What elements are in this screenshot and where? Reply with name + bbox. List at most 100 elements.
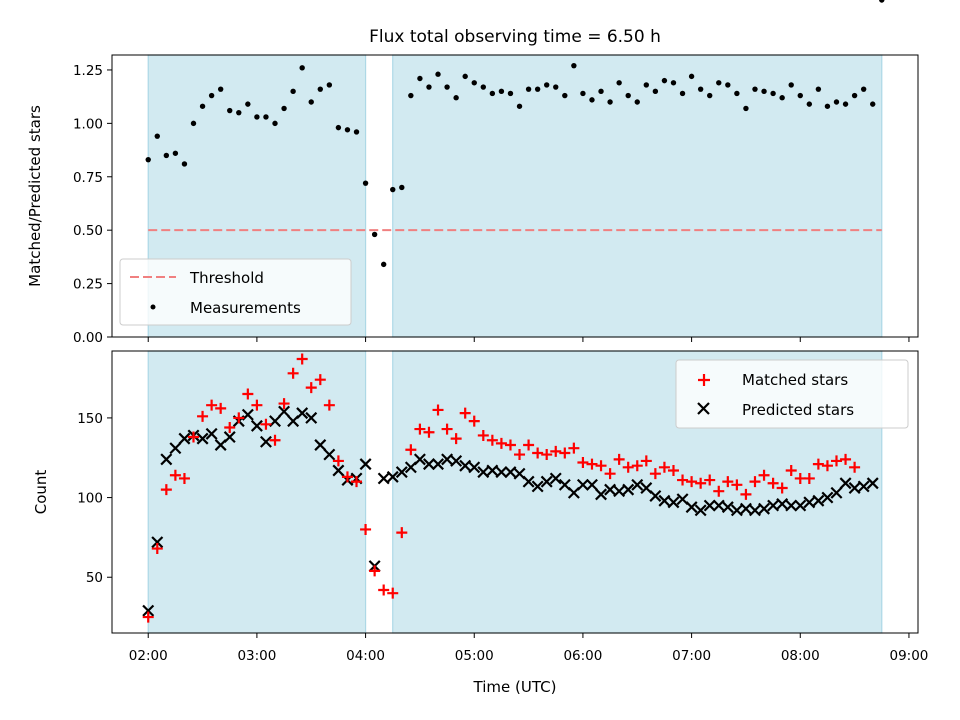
matched-star-marker (840, 453, 852, 465)
x-axis-label: Time (UTC) (473, 678, 557, 696)
predicted-star-marker (160, 453, 173, 466)
measurement-point (272, 120, 278, 127)
top-y-tick-label: 1.25 (73, 63, 103, 79)
measurement-point (417, 75, 423, 82)
matched-star-marker (849, 461, 861, 473)
measurement-point (353, 129, 360, 135)
matched-star-marker (749, 476, 761, 488)
predicted-star-marker (169, 442, 182, 455)
predicted-star-marker (649, 490, 662, 502)
x-tick-label: 03:00 (237, 648, 276, 664)
measurement-point (489, 90, 496, 97)
predicted-star-marker (377, 472, 390, 485)
measurement-point (562, 92, 568, 99)
measurement-point (435, 71, 441, 77)
measurement-point (317, 86, 323, 92)
matched-star-marker (441, 423, 453, 435)
matched-star-marker (224, 421, 236, 433)
top-legend-box (119, 258, 352, 326)
predicted-star-marker (504, 466, 517, 479)
matched-star-marker (821, 460, 833, 472)
measurement-point (652, 88, 659, 95)
predicted-star-marker (631, 478, 644, 491)
matched-star-marker (550, 445, 562, 457)
matched-star-marker (169, 469, 181, 481)
top-y-tick-label: 1.00 (73, 116, 103, 132)
x-tick-label: 09:00 (889, 648, 928, 664)
matched-star-marker (142, 611, 154, 623)
matched-star-marker (369, 565, 381, 577)
measurement-point (870, 101, 876, 107)
bottom-y-tick-label: 100 (77, 491, 103, 507)
matched-star-marker (242, 388, 254, 400)
predicted-star-marker (694, 504, 707, 517)
matched-star-marker (658, 461, 670, 473)
measurement-point (815, 86, 822, 92)
matched-star-marker (541, 449, 553, 461)
predicted-star-marker (712, 499, 725, 512)
measurement-point (534, 86, 541, 92)
measurement-point (679, 90, 686, 97)
matched-star-marker (695, 477, 707, 489)
threshold-legend-label: Threshold (189, 269, 264, 287)
measurement-point (842, 101, 849, 107)
matched-star-marker (341, 471, 353, 483)
matched-star-marker (604, 468, 616, 480)
measurement-points (145, 0, 885, 268)
top-legend: Threshold Measurements (119, 258, 352, 326)
measurement-point (743, 105, 749, 112)
predicted-star-marker (749, 504, 761, 517)
measurement-point (227, 107, 233, 114)
predicted-star-marker (721, 501, 734, 514)
matched-star-marker (785, 464, 797, 476)
bottom-x-axis-ticks: 02:00 03:00 04:00 05:00 06:00 07:00 08:00 09:00 (129, 633, 928, 664)
measurement-point (824, 103, 831, 109)
matched-star-marker (287, 367, 299, 379)
predicted-star-marker (151, 536, 164, 549)
matched-star-marker (197, 410, 209, 422)
top-y-axis-label: Matched/Predicted stars (26, 105, 44, 287)
predicted-star-marker (205, 427, 218, 440)
measurement-point (462, 73, 468, 80)
predicted-star-marker (730, 504, 743, 517)
matched-star-marker (667, 464, 679, 476)
matched-star-marker (649, 468, 661, 480)
matched-star-marker (613, 453, 625, 465)
top-y-axis-ticks: 0.00 0.25 0.50 0.75 1.00 1.25 (73, 63, 112, 346)
predicted-star-marker (395, 466, 408, 479)
top-y-tick-label: 0.00 (73, 330, 103, 346)
x-tick-label: 08:00 (781, 648, 820, 664)
measurement-point (598, 88, 604, 95)
measurement-point (172, 150, 179, 156)
bottom-legend-box (675, 359, 909, 429)
measurement-point (290, 88, 296, 95)
measurement-point (199, 103, 206, 109)
predicted-legend-label: Predicted stars (742, 401, 854, 419)
measurement-point (643, 82, 650, 88)
measurement-point (453, 95, 459, 101)
predicted-star-marker (549, 472, 562, 485)
measurement-point (625, 92, 631, 99)
matched-star-marker (722, 476, 734, 488)
predicted-star-marker (323, 448, 336, 461)
matched-star-marker (305, 382, 317, 394)
measurement-point (181, 161, 188, 167)
predicted-star-marker (477, 466, 490, 479)
measurements-legend-label: Measurements (190, 299, 301, 317)
measurement-point (245, 101, 251, 107)
matched-star-marker (414, 423, 426, 435)
predicted-star-marker (803, 496, 816, 509)
matched-star-marker (360, 523, 372, 535)
measurement-point (806, 101, 813, 107)
predicted-star-marker (486, 464, 499, 477)
predicted-star-marker (269, 415, 281, 428)
matched-star-marker (432, 404, 444, 416)
matched-star-marker (640, 455, 652, 467)
measurement-point (879, 0, 885, 3)
matched-star-marker (740, 488, 752, 500)
predicted-star-marker (839, 477, 852, 490)
x-tick-label: 06:00 (563, 648, 602, 664)
measurement-point (263, 114, 269, 120)
matched-star-marker (396, 527, 408, 539)
predicted-star-marker (758, 502, 771, 515)
